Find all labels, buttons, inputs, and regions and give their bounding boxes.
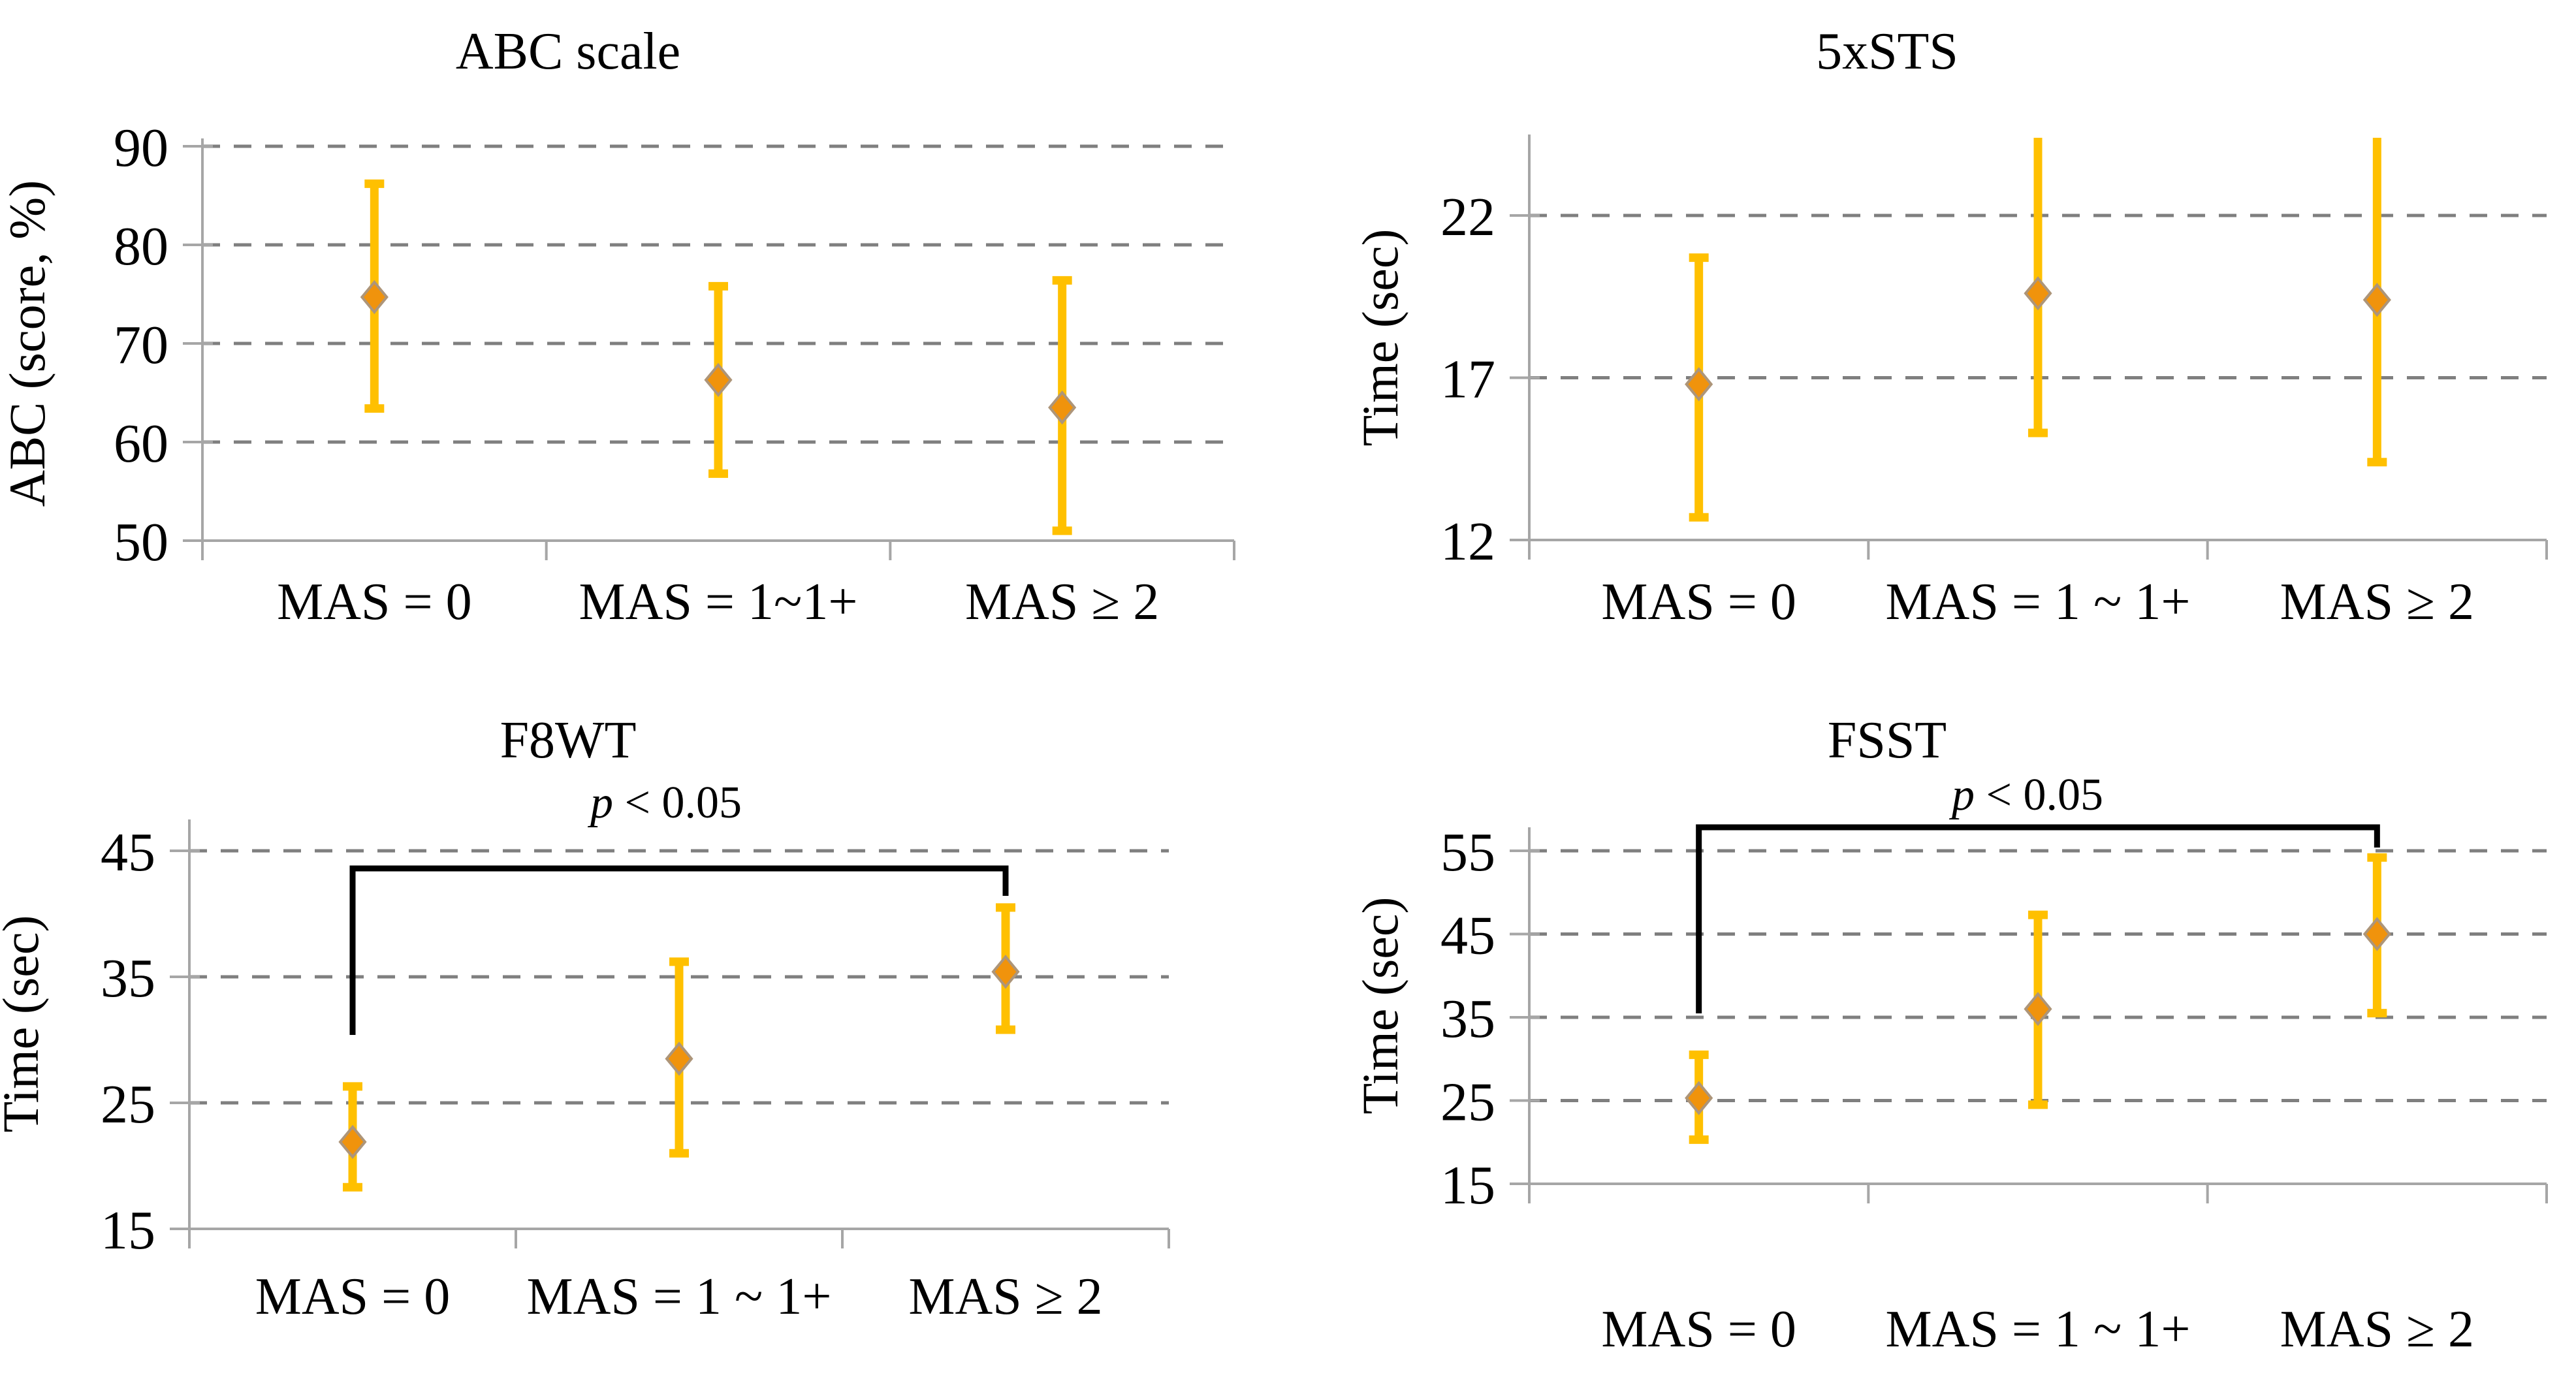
chart-f8wt: 15 25 35 45 p < 0.05 F8WT Time (sec) MAS = 0 MAS… bbox=[0, 712, 1170, 1325]
y-tick-label: 35 bbox=[1440, 989, 1495, 1049]
axes bbox=[1510, 827, 2548, 1203]
x-category-label: MAS = 0 bbox=[277, 573, 472, 631]
y-tick-label: 60 bbox=[114, 413, 168, 474]
data-point-3 bbox=[1048, 276, 1077, 535]
data-point-1 bbox=[338, 1082, 367, 1192]
x-category-label: MAS = 1 ~ 1+ bbox=[1886, 1301, 2191, 1358]
mean-marker-diamond bbox=[2362, 917, 2391, 951]
mean-marker-diamond bbox=[1685, 367, 1713, 402]
p-value-annotation: p < 0.05 bbox=[1948, 770, 2103, 820]
y-tick-label: 45 bbox=[101, 822, 155, 883]
chart-title: ABC scale bbox=[456, 23, 680, 80]
y-tick-label: 80 bbox=[114, 216, 168, 277]
mean-marker-diamond bbox=[665, 1041, 693, 1076]
y-axis-label: Time (sec) bbox=[1352, 897, 1408, 1115]
y-tick-label: 35 bbox=[101, 948, 155, 1009]
mean-marker-diamond bbox=[1048, 390, 1077, 425]
mean-marker-diamond bbox=[2362, 283, 2391, 317]
y-tick-label: 90 bbox=[114, 118, 168, 178]
chart-title: F8WT bbox=[500, 712, 637, 769]
x-category-label: MAS = 0 bbox=[1601, 1301, 1796, 1358]
chart-5xsts: 12 17 22 5xSTS Time (sec) MAS = 0 MAS = 1 ~ 1+… bbox=[1352, 23, 2548, 631]
data-point-3 bbox=[991, 903, 1020, 1034]
significance-bracket bbox=[349, 865, 1009, 1035]
y-tick-label: 25 bbox=[1440, 1072, 1495, 1133]
mean-marker-diamond bbox=[360, 279, 389, 315]
data-point-2 bbox=[2024, 910, 2052, 1109]
x-category-label: MAS ≥ 2 bbox=[908, 1268, 1102, 1325]
bracket-line bbox=[349, 865, 1009, 1035]
y-tick-label: 25 bbox=[101, 1074, 155, 1135]
data-point-3 bbox=[2362, 138, 2391, 467]
y-axis-label: Time (sec) bbox=[1352, 229, 1408, 447]
y-tick-label: 50 bbox=[114, 512, 168, 573]
y-tick-label: 15 bbox=[1440, 1155, 1495, 1216]
y-tick-label: 12 bbox=[1440, 511, 1495, 572]
y-tick-label: 55 bbox=[1440, 822, 1495, 883]
significance-bracket bbox=[1696, 824, 2380, 1013]
x-category-label: MAS = 0 bbox=[1601, 573, 1796, 631]
y-tick-label: 70 bbox=[114, 315, 168, 375]
x-category-label: MAS = 1 ~ 1+ bbox=[1886, 573, 2191, 631]
axes bbox=[170, 819, 1170, 1248]
y-axis-label: Time (sec) bbox=[0, 915, 49, 1133]
data-point-1 bbox=[1685, 1050, 1713, 1144]
x-category-label: MAS ≥ 2 bbox=[2280, 573, 2474, 631]
y-axis-label: ABC (score, %) bbox=[0, 180, 56, 507]
axes bbox=[183, 138, 1235, 560]
x-category-label: MAS ≥ 2 bbox=[2280, 1301, 2474, 1358]
data-point-1 bbox=[1685, 253, 1713, 522]
mean-marker-diamond bbox=[991, 955, 1020, 989]
chart-title: 5xSTS bbox=[1816, 23, 1958, 80]
x-category-label: MAS = 1 ~ 1+ bbox=[527, 1268, 832, 1325]
data-point-2 bbox=[665, 957, 693, 1158]
p-value-annotation: p < 0.05 bbox=[587, 778, 742, 828]
data-point-2 bbox=[2024, 138, 2052, 437]
x-category-label: MAS = 0 bbox=[255, 1268, 451, 1325]
y-tick-label: 17 bbox=[1440, 349, 1495, 410]
y-tick-label: 15 bbox=[101, 1200, 155, 1261]
mean-marker-diamond bbox=[2024, 992, 2052, 1026]
chart-abc-scale: 50 60 70 80 90 ABC scale ABC (score, %) MAS = 0… bbox=[0, 23, 1235, 631]
x-category-label: MAS = 1~1+ bbox=[579, 573, 858, 631]
chart-title: FSST bbox=[1828, 712, 1947, 769]
mean-marker-diamond bbox=[704, 362, 733, 398]
y-tick-label: 22 bbox=[1440, 187, 1495, 247]
mean-marker-diamond bbox=[1685, 1081, 1713, 1115]
x-category-label: MAS ≥ 2 bbox=[965, 573, 1159, 631]
data-point-1 bbox=[360, 179, 389, 413]
data-point-3 bbox=[2362, 853, 2391, 1018]
mean-marker-diamond bbox=[338, 1124, 367, 1159]
bracket-line bbox=[1696, 824, 2380, 1013]
axes bbox=[1510, 135, 2548, 560]
data-point-2 bbox=[704, 281, 733, 478]
mean-marker-diamond bbox=[2024, 276, 2052, 311]
y-tick-label: 45 bbox=[1440, 906, 1495, 966]
